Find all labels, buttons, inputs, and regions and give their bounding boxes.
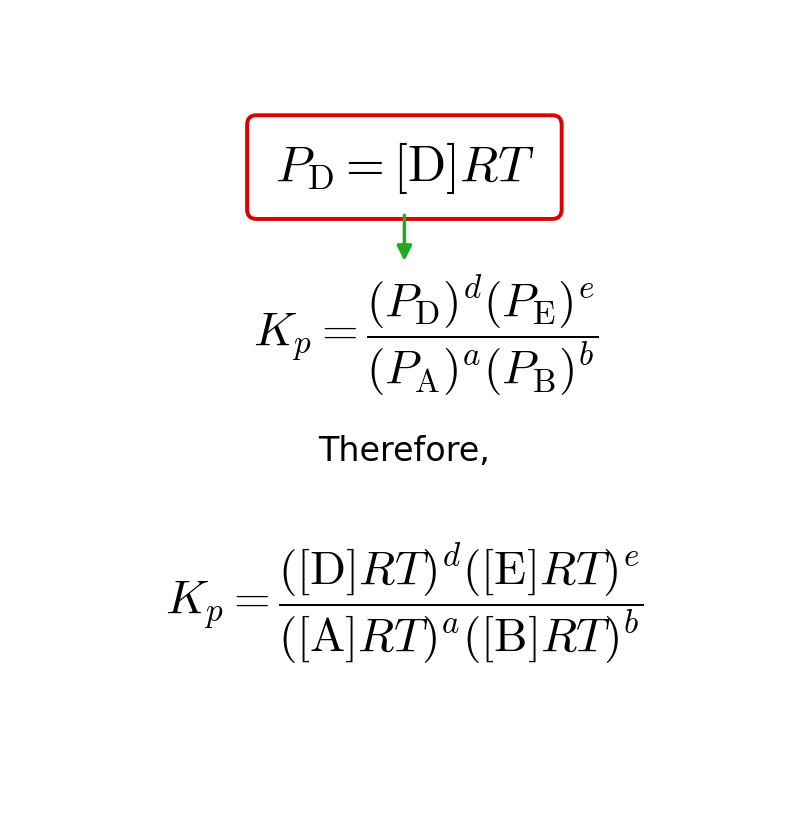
Text: Therefore,: Therefore, <box>319 435 490 467</box>
Text: $\mathit{K}_p = \dfrac{(\mathit{P}_{\mathrm{D}})^d(\mathit{P}_{\mathrm{E}})^e}{(: $\mathit{K}_p = \dfrac{(\mathit{P}_{\mat… <box>253 272 599 399</box>
Text: $\mathit{P}_{\mathrm{D}} = [\mathrm{D}]\mathit{RT}$: $\mathit{P}_{\mathrm{D}} = [\mathrm{D}]\… <box>275 140 534 196</box>
Text: $\mathit{K}_p = \dfrac{([\mathrm{D}]\mathit{RT})^d([\mathrm{E}]\mathit{RT})^e}{(: $\mathit{K}_p = \dfrac{([\mathrm{D}]\mat… <box>165 539 644 665</box>
FancyBboxPatch shape <box>247 116 562 220</box>
